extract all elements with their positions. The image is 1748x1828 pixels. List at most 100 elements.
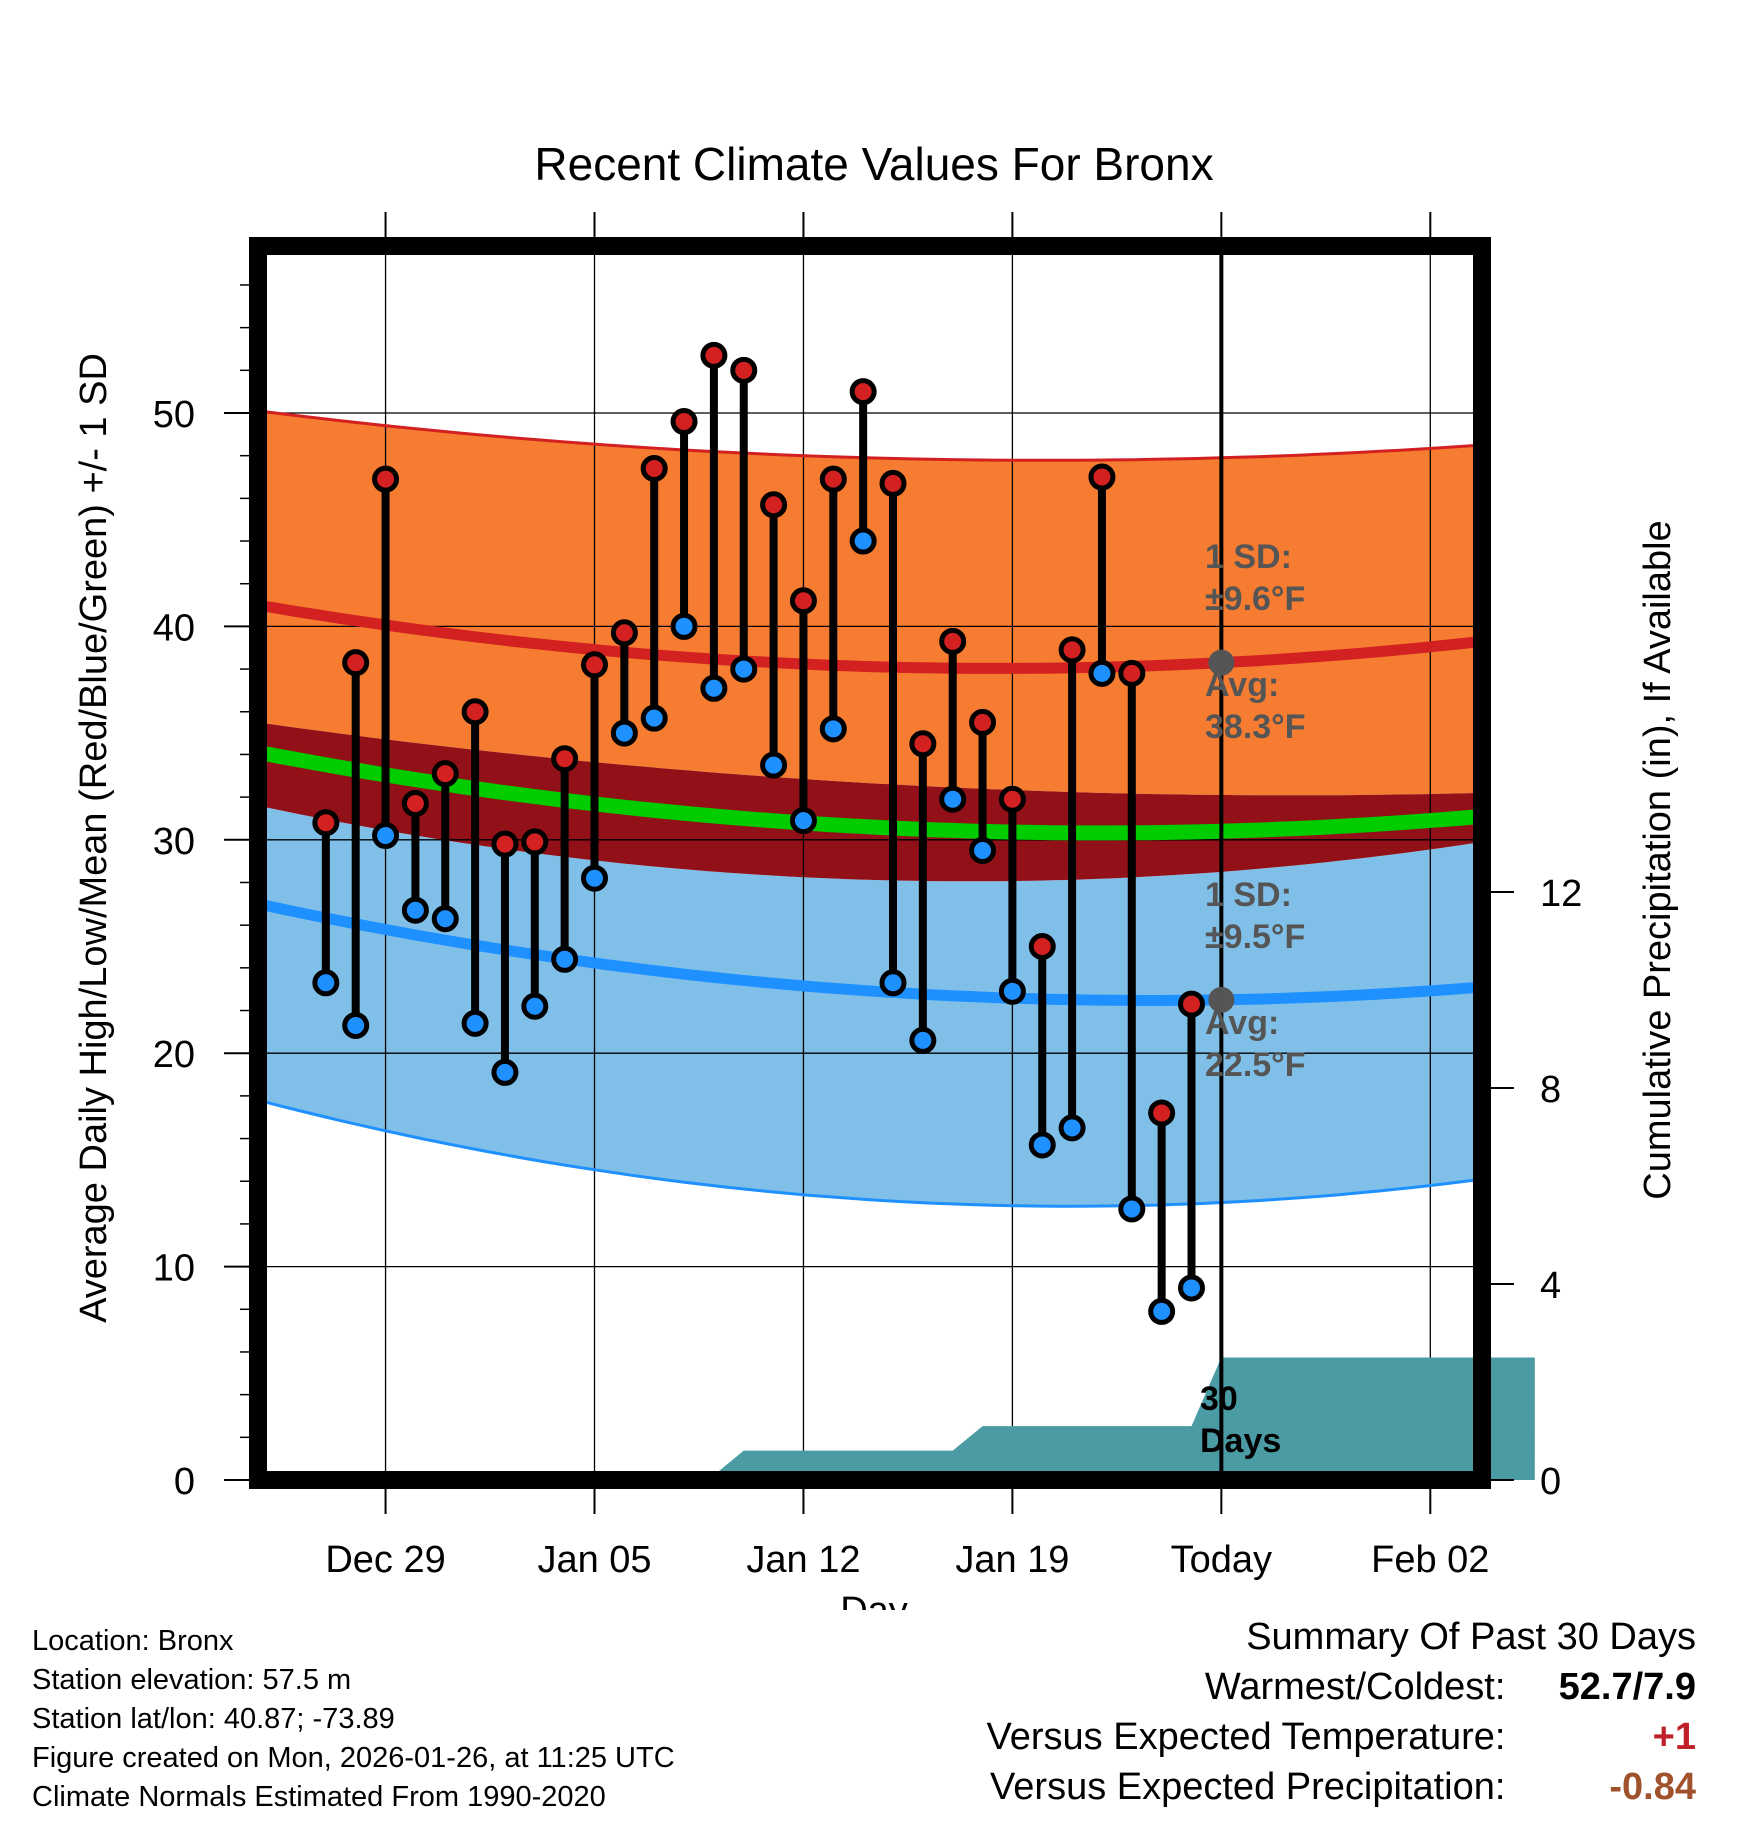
high-temp-dot [730,356,758,384]
high-temp-dot [849,378,877,406]
x-tick-label: Dec 29 [325,1539,445,1581]
low-sd-value: ±9.5°F [1205,918,1305,956]
low-temp-dot [819,715,847,743]
low-avg-dot [1208,986,1235,1013]
high-temp-dot [431,760,459,788]
high-temp-dot [1028,933,1056,960]
location-text: Location: Bronx [32,1625,234,1657]
low-temp-dot [1118,1195,1146,1223]
low-temp-dot [491,1058,519,1086]
summary-precip-row: Versus Expected Precipitation: -0.84 [987,1762,1696,1812]
x-tick-label: Jan 12 [746,1539,860,1581]
low-temp-dot [401,896,429,924]
summary-warmest-row: Warmest/Coldest: 52.7/7.9 [987,1662,1696,1712]
high-temp-dot [969,708,997,736]
temp-label: Versus Expected Temperature: [986,1716,1506,1758]
days-count: 30 [1200,1380,1238,1418]
normals-text: Climate Normals Estimated From 1990-2020 [32,1781,606,1813]
y-axis-label: Average Daily High/Low/Mean (Red/Blue/Gr… [73,353,115,1323]
low-temp-dot [312,969,340,997]
high-upper-line [257,409,1483,462]
y-tick-label: 10 [153,1248,195,1290]
frame-rect [249,237,1491,1489]
low-temp-dot [342,1011,370,1039]
low-temp-dot [1088,659,1116,687]
high-temp-dot [461,698,489,726]
low-temp-dot [969,836,997,864]
high-temp-dot [1058,636,1086,664]
mean-line [256,744,1483,841]
low-temp-dot [789,807,817,835]
low-temp-dot [521,992,549,1020]
daily-stems [321,355,1196,1312]
low-temp-dot [1058,1114,1086,1142]
high-temp-dot [312,809,340,837]
high-temp-dot [789,587,817,615]
low-temp-dot [998,977,1026,1005]
high-temp-dot [819,465,847,493]
low-sd-label: 1 SD: [1205,876,1292,914]
y2-axis-label: Cumulative Precipitation (in), If Availa… [1637,520,1679,1199]
low-lower-line [257,1098,1483,1208]
x-tick-label: Feb 02 [1371,1539,1489,1581]
plot-frame [249,237,1491,1489]
summary-panel: Summary Of Past 30 Days Warmest/Coldest:… [987,1612,1696,1812]
low-avg-value: 22.5°F [1205,1046,1306,1084]
high-sd-value: ±9.6°F [1205,580,1305,618]
low-temp-dot [640,704,668,732]
low-avg-line [256,898,1483,1007]
precip-label: Versus Expected Precipitation: [990,1766,1506,1808]
low-temp-dot [610,719,638,747]
annotations: 1 SD: ±9.6°F Avg: 38.3°F 1 SD: ±9.5°F Av… [1200,538,1306,1460]
axes: 0 10 20 30 40 50 0 4 8 12 Dec 29 Jan 05 Jan 12 Jan 19… [153,212,1582,1581]
precip-fill [310,1357,1535,1480]
high-temp-dot [640,454,668,482]
high-temp-dot [879,469,907,497]
low-temp-dot [372,822,400,850]
elevation-text: Station elevation: 57.5 m [32,1664,352,1696]
low-temp-dot [1148,1297,1176,1325]
temp-value: +1 [1652,1716,1696,1758]
summary-title: Summary Of Past 30 Days [1246,1616,1696,1658]
warmest-value: 52.7/7.9 [1558,1666,1696,1708]
low-temp-dot [700,674,728,702]
y2-tick-label: 4 [1540,1265,1561,1307]
low-temp-dot [1178,1274,1205,1302]
summary-temp-row: Versus Expected Temperature: +1 [987,1712,1696,1762]
low-temp-dot [431,905,459,933]
high-temp-dot [700,341,728,369]
low-temp-dot [581,864,608,892]
high-temp-dot [670,408,698,436]
high-temp-dot [1088,463,1116,491]
y2-tick-label: 12 [1540,873,1582,915]
daily-dots [312,341,1205,1325]
high-temp-dot [491,830,519,858]
high-temp-dot [939,627,967,655]
high-temp-dot [581,651,608,679]
low-temp-dot [760,751,788,779]
high-sd-band [258,410,1482,796]
high-temp-dot [998,785,1026,813]
x-tick-label: Jan 19 [955,1539,1069,1581]
low-temp-dot [939,785,967,813]
high-avg-label: Avg: [1205,666,1279,704]
low-temp-dot [849,527,877,555]
high-temp-dot [342,649,370,677]
climate-chart: Recent Climate Values For Bronx 1 SD: ±9… [73,138,1679,1610]
y2-tick-label: 0 [1540,1461,1561,1503]
low-temp-dot [879,969,907,997]
station-info: Location: Bronx Station elevation: 57.5 … [32,1622,675,1817]
high-temp-dot [760,491,788,519]
x-axis-label: Day [840,1590,908,1610]
high-temp-dot [521,828,549,856]
low-temp-dot [670,612,698,640]
warmest-label: Warmest/Coldest: [1204,1666,1506,1708]
low-temp-dot [551,945,579,973]
x-tick-label: Jan 05 [537,1539,651,1581]
high-temp-dot [551,745,579,773]
x-tick-label: Today [1171,1539,1272,1581]
latlon-text: Station lat/lon: 40.87; -73.89 [32,1703,395,1735]
created-text: Figure created on Mon, 2026-01-26, at 11… [32,1742,675,1774]
high-avg-line [257,599,1483,674]
y-tick-label: 0 [174,1461,195,1503]
